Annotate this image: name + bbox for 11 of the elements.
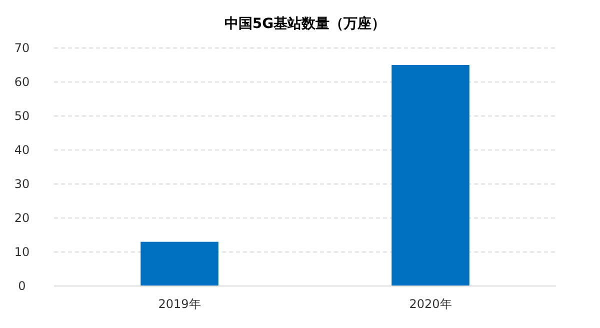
x-tick-label: 2020年 (409, 297, 452, 311)
chart-title: 中国5G基站数量（万座） (224, 15, 386, 32)
y-tick-label: 10 (14, 245, 30, 260)
x-tick-label: 2019年 (158, 297, 201, 311)
y-tick-label: 60 (14, 75, 30, 90)
y-tick-label: 40 (14, 143, 30, 158)
y-tick-label: 50 (14, 109, 30, 124)
y-tick-label: 70 (14, 41, 30, 56)
y-tick-label: 0 (18, 279, 26, 294)
y-tick-label: 20 (14, 211, 30, 226)
y-tick-label: 30 (14, 177, 30, 192)
